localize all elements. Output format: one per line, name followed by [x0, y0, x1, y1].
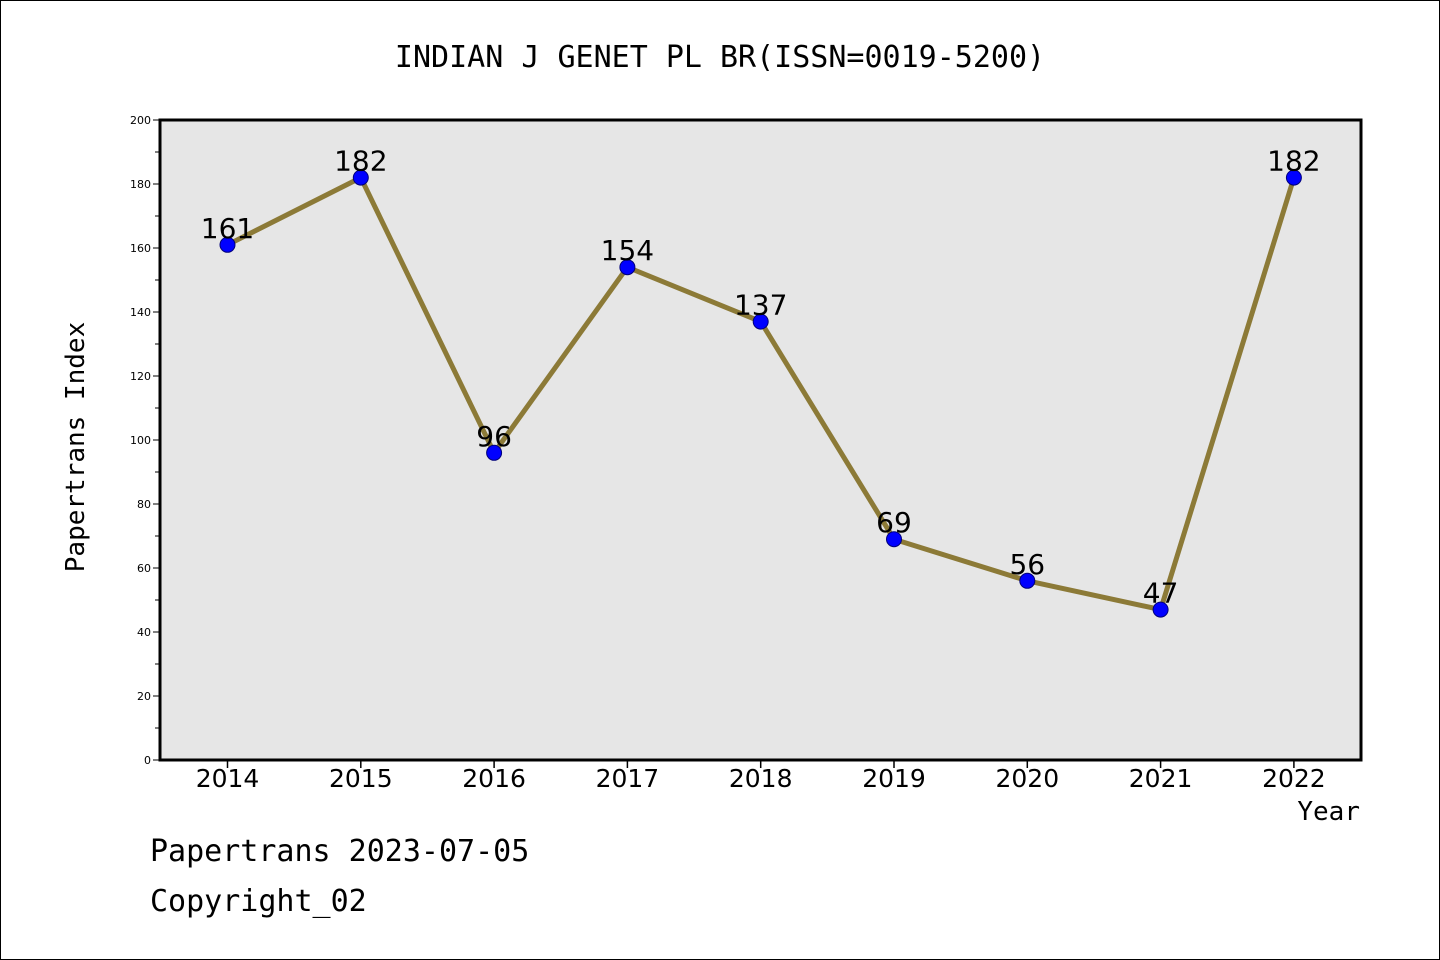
y-tick-label: 180	[130, 178, 151, 191]
footer-copyright: Copyright_02	[150, 884, 367, 919]
data-point	[1285, 169, 1302, 186]
x-axis-label: Year	[1297, 797, 1360, 827]
y-tick-label: 140	[130, 306, 151, 319]
x-tick-label: 2017	[596, 764, 660, 793]
data-labels: 161 182 96 154 137 69 56 47 182	[201, 145, 1321, 610]
data-label: 56	[1009, 548, 1045, 581]
footer-date: Papertrans 2023-07-05	[150, 834, 530, 869]
data-label: 182	[1267, 145, 1320, 178]
x-tick-label: 2016	[462, 764, 526, 793]
y-axis-ticks: 0 20 40 60 80 100 120 140 160 180 200	[130, 114, 160, 767]
y-tick-label: 80	[137, 498, 151, 511]
plot-frame	[158, 118, 1363, 762]
data-point	[1019, 572, 1036, 589]
x-tick-label: 2018	[729, 764, 793, 793]
y-tick-label: 60	[137, 562, 151, 575]
data-label: 137	[734, 289, 787, 322]
data-markers	[219, 169, 1302, 618]
data-label: 47	[1143, 577, 1179, 610]
data-label: 69	[876, 506, 912, 539]
x-tick-label: 2015	[329, 764, 393, 793]
data-label: 182	[334, 145, 387, 178]
data-point	[219, 236, 236, 253]
x-tick-label: 2022	[1262, 764, 1326, 793]
y-tick-label: 200	[130, 114, 151, 127]
y-tick-label: 120	[130, 370, 151, 383]
plot-area	[160, 120, 1361, 760]
data-point	[619, 259, 636, 276]
data-label: 161	[201, 212, 254, 245]
data-label: 96	[476, 420, 512, 453]
y-tick-label: 0	[144, 754, 151, 767]
x-tick-label: 2020	[995, 764, 1059, 793]
y-tick-label: 160	[130, 242, 151, 255]
y-axis-label: Papertrans Index	[61, 322, 91, 572]
data-point	[486, 444, 503, 461]
data-point	[752, 313, 769, 330]
y-tick-label: 20	[137, 690, 151, 703]
x-axis-ticks: 2014 2015 2016 2017 2018 2019 2020 2021 2022	[196, 760, 1326, 793]
x-tick-label: 2014	[196, 764, 260, 793]
x-tick-label: 2021	[1129, 764, 1193, 793]
data-label: 154	[601, 234, 654, 267]
y-tick-label: 40	[137, 626, 151, 639]
x-tick-label: 2019	[862, 764, 926, 793]
chart-title: INDIAN J GENET PL BR(ISSN=0019-5200)	[395, 40, 1045, 75]
data-point	[352, 169, 369, 186]
y-tick-label: 100	[130, 434, 151, 447]
data-point	[886, 531, 902, 548]
data-point	[1152, 601, 1169, 618]
